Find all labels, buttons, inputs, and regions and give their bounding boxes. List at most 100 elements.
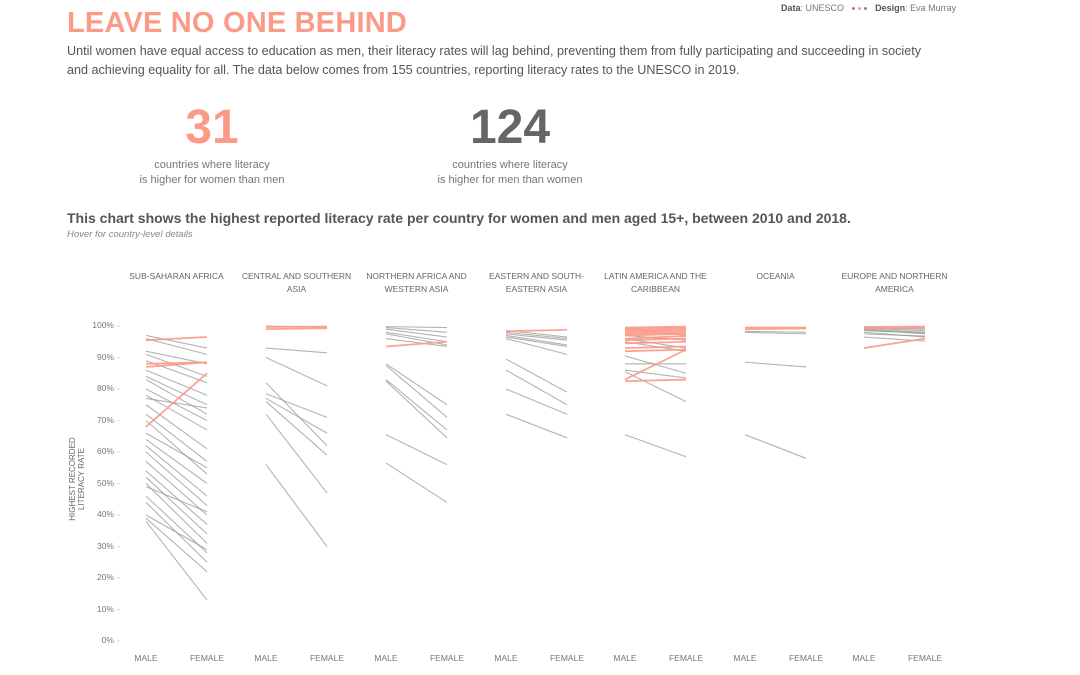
country-slope-line[interactable] bbox=[385, 462, 448, 503]
country-slope-line[interactable] bbox=[385, 380, 448, 439]
country-slope-line[interactable] bbox=[385, 363, 448, 406]
country-slope-line[interactable] bbox=[744, 331, 807, 335]
country-slope-line[interactable] bbox=[145, 413, 208, 462]
country-slope-line[interactable] bbox=[265, 401, 328, 456]
country-slope-line[interactable] bbox=[505, 358, 568, 393]
x-tick-label: MALE bbox=[852, 653, 876, 663]
country-slope-line[interactable] bbox=[145, 438, 208, 484]
country-slope-line[interactable] bbox=[624, 434, 687, 458]
country-slope-line[interactable] bbox=[145, 483, 208, 544]
country-slope-line[interactable] bbox=[385, 328, 448, 338]
country-slope-line[interactable] bbox=[145, 470, 208, 525]
kpi-men-value: 124 bbox=[469, 101, 551, 154]
country-slope-line[interactable] bbox=[145, 517, 208, 573]
country-slope-line[interactable] bbox=[385, 379, 448, 431]
country-slope-line[interactable] bbox=[265, 357, 328, 387]
region-panel[interactable] bbox=[863, 325, 926, 349]
region-panel[interactable] bbox=[624, 325, 687, 458]
country-slope-line[interactable] bbox=[744, 361, 807, 368]
country-slope-line[interactable] bbox=[624, 378, 687, 383]
country-slope-line[interactable] bbox=[145, 514, 208, 551]
country-slope-line[interactable] bbox=[505, 328, 568, 333]
country-slope-line[interactable] bbox=[505, 333, 568, 341]
country-slope-line[interactable] bbox=[505, 336, 568, 348]
country-slope-line[interactable] bbox=[145, 361, 208, 368]
country-slope-line[interactable] bbox=[505, 369, 568, 406]
country-slope-line[interactable] bbox=[863, 333, 926, 337]
country-slope-line[interactable] bbox=[624, 348, 687, 353]
country-slope-line[interactable] bbox=[624, 332, 687, 337]
country-slope-line[interactable] bbox=[145, 334, 208, 349]
country-slope-line[interactable] bbox=[145, 394, 208, 431]
country-slope-line[interactable] bbox=[385, 434, 448, 466]
y-tick-label: 30% bbox=[96, 540, 114, 551]
country-slope-line[interactable] bbox=[265, 347, 328, 354]
country-slope-line[interactable] bbox=[265, 382, 328, 447]
country-slope-line[interactable] bbox=[385, 364, 448, 418]
country-slope-line[interactable] bbox=[145, 372, 208, 428]
country-slope-line[interactable] bbox=[145, 476, 208, 535]
country-slope-line[interactable] bbox=[624, 340, 687, 345]
country-slope-line[interactable] bbox=[624, 337, 687, 342]
country-slope-line[interactable] bbox=[265, 397, 328, 434]
country-slope-line[interactable] bbox=[505, 331, 568, 340]
country-slope-line[interactable] bbox=[624, 325, 687, 329]
country-slope-line[interactable] bbox=[145, 336, 208, 342]
country-slope-line[interactable] bbox=[624, 329, 687, 334]
country-slope-line[interactable] bbox=[145, 338, 208, 355]
country-slope-line[interactable] bbox=[624, 345, 687, 349]
country-slope-line[interactable] bbox=[265, 413, 328, 494]
country-slope-line[interactable] bbox=[624, 331, 687, 335]
intro-line-2: and achieving equality for all. The data… bbox=[67, 62, 740, 77]
country-slope-line[interactable] bbox=[744, 327, 807, 331]
country-slope-line[interactable] bbox=[145, 451, 208, 506]
x-tick-label: FEMALE bbox=[189, 653, 224, 663]
country-slope-line[interactable] bbox=[265, 464, 328, 547]
country-slope-line[interactable] bbox=[624, 348, 687, 381]
country-slope-line[interactable] bbox=[145, 397, 208, 409]
country-slope-line[interactable] bbox=[385, 327, 448, 333]
country-slope-line[interactable] bbox=[145, 388, 208, 421]
country-slope-line[interactable] bbox=[385, 338, 448, 348]
country-slope-line[interactable] bbox=[744, 330, 807, 333]
chart-subtitle: Hover for country-level details bbox=[67, 229, 193, 240]
country-slope-line[interactable] bbox=[385, 326, 448, 329]
country-slope-line[interactable] bbox=[624, 326, 687, 331]
country-slope-line[interactable] bbox=[145, 432, 208, 469]
region-panel[interactable] bbox=[145, 334, 208, 601]
region-panel[interactable] bbox=[505, 328, 568, 439]
country-slope-line[interactable] bbox=[265, 393, 328, 418]
region-panel[interactable] bbox=[265, 325, 328, 547]
country-slope-line[interactable] bbox=[744, 434, 807, 459]
country-slope-line[interactable] bbox=[145, 520, 208, 601]
country-slope-line[interactable] bbox=[624, 328, 687, 332]
x-tick-label: MALE bbox=[134, 653, 158, 663]
country-slope-line[interactable] bbox=[145, 404, 208, 450]
country-slope-line[interactable] bbox=[624, 371, 687, 403]
country-slope-line[interactable] bbox=[863, 330, 926, 334]
region-panel[interactable] bbox=[385, 326, 448, 503]
country-slope-line[interactable] bbox=[145, 445, 208, 497]
kpi-men-label: countries where literacy is higher for m… bbox=[410, 158, 610, 188]
country-slope-line[interactable] bbox=[145, 369, 208, 396]
country-slope-line[interactable] bbox=[863, 337, 926, 349]
country-slope-line[interactable] bbox=[145, 486, 208, 513]
country-slope-line[interactable] bbox=[145, 379, 208, 415]
country-slope-line[interactable] bbox=[624, 335, 687, 340]
country-slope-line[interactable] bbox=[385, 331, 448, 343]
country-slope-line[interactable] bbox=[624, 369, 687, 379]
country-slope-line[interactable] bbox=[145, 461, 208, 516]
country-slope-line[interactable] bbox=[145, 375, 208, 406]
country-slope-line[interactable] bbox=[505, 338, 568, 355]
country-slope-line[interactable] bbox=[505, 413, 568, 439]
x-tick-label: FEMALE bbox=[309, 653, 344, 663]
country-slope-line[interactable] bbox=[505, 334, 568, 346]
country-slope-line[interactable] bbox=[505, 388, 568, 415]
country-slope-line[interactable] bbox=[863, 328, 926, 333]
region-header: SUB-SAHARAN AFRICA bbox=[129, 271, 224, 281]
region-panel[interactable] bbox=[744, 326, 807, 459]
country-slope-line[interactable] bbox=[385, 340, 448, 348]
country-slope-line[interactable] bbox=[265, 327, 328, 331]
country-slope-line[interactable] bbox=[145, 420, 208, 475]
